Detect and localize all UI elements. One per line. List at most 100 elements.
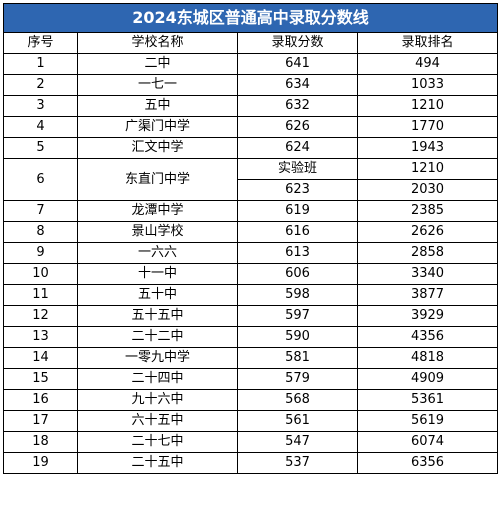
cell-rank: 2385: [356, 200, 499, 222]
table-row: 1 二中 641 494: [3, 53, 499, 75]
admission-score-table: 2024东城区普通高中录取分数线 序号 学校名称 录取分数 录取排名 1 二中 …: [2, 3, 499, 474]
cell-score: 634: [237, 74, 358, 96]
cell-school: 龙潭中学: [77, 200, 238, 222]
table-row: 4 广渠门中学 626 1770: [3, 116, 499, 138]
cell-rank: 2030: [356, 179, 499, 201]
cell-no: 19: [3, 452, 78, 474]
cell-no: 17: [3, 410, 78, 432]
cell-school: 汇文中学: [77, 137, 238, 159]
cell-score: 598: [237, 284, 358, 306]
cell-no: 18: [3, 431, 78, 453]
cell-rank: 4909: [356, 368, 499, 390]
cell-school: 六十五中: [77, 410, 238, 432]
cell-rank: 4818: [356, 347, 499, 369]
cell-score: 623: [237, 179, 358, 201]
header-score: 录取分数: [237, 32, 358, 54]
cell-rank: 4356: [356, 326, 499, 348]
cell-no: 6: [3, 158, 78, 201]
cell-rank: 5361: [356, 389, 499, 411]
table-row: 5 汇文中学 624 1943: [3, 137, 499, 159]
table-row: 3 五中 632 1210: [3, 95, 499, 117]
cell-no: 11: [3, 284, 78, 306]
cell-rank: 1210: [356, 95, 499, 117]
cell-score: 547: [237, 431, 358, 453]
table-row: 19 二十五中 537 6356: [3, 452, 499, 474]
cell-no: 12: [3, 305, 78, 327]
cell-rank: 5619: [356, 410, 499, 432]
cell-school: 九十六中: [77, 389, 238, 411]
cell-no: 13: [3, 326, 78, 348]
cell-score: 568: [237, 389, 358, 411]
cell-no: 15: [3, 368, 78, 390]
cell-school: 二十四中: [77, 368, 238, 390]
cell-rank: 494: [356, 53, 499, 75]
cell-school: 一七一: [77, 74, 238, 96]
table-row: 15 二十四中 579 4909: [3, 368, 499, 390]
cell-school: 东直门中学: [77, 158, 238, 201]
cell-rank: 6356: [356, 452, 499, 474]
table-body: 1 二中 641 494 2 一七一 634 1033 3 五中 632 121…: [3, 53, 499, 474]
cell-score: 581: [237, 347, 358, 369]
table-title: 2024东城区普通高中录取分数线: [2, 3, 499, 33]
table-row: 16 九十六中 568 5361: [3, 389, 499, 411]
cell-no: 8: [3, 221, 78, 243]
cell-school: 二十七中: [77, 431, 238, 453]
cell-no: 1: [3, 53, 78, 75]
table-row: 9 一六六 613 2858: [3, 242, 499, 264]
cell-rank: 6074: [356, 431, 499, 453]
cell-school: 十一中: [77, 263, 238, 285]
cell-school: 二十五中: [77, 452, 238, 474]
cell-school: 五十五中: [77, 305, 238, 327]
cell-score: 619: [237, 200, 358, 222]
cell-score: 624: [237, 137, 358, 159]
cell-score: 616: [237, 221, 358, 243]
cell-rank: 1943: [356, 137, 499, 159]
header-row: 序号 学校名称 录取分数 录取排名: [3, 32, 499, 54]
cell-school: 五十中: [77, 284, 238, 306]
cell-no: 9: [3, 242, 78, 264]
cell-no: 16: [3, 389, 78, 411]
cell-school: 二十二中: [77, 326, 238, 348]
cell-no: 7: [3, 200, 78, 222]
cell-rank: 3929: [356, 305, 499, 327]
cell-school: 二中: [77, 53, 238, 75]
header-school: 学校名称: [77, 32, 238, 54]
table-row: 10 十一中 606 3340: [3, 263, 499, 285]
cell-score: 632: [237, 95, 358, 117]
cell-school: 一六六: [77, 242, 238, 264]
cell-school: 景山学校: [77, 221, 238, 243]
cell-rank: 3340: [356, 263, 499, 285]
cell-no: 14: [3, 347, 78, 369]
cell-rank: 1770: [356, 116, 499, 138]
cell-score: 537: [237, 452, 358, 474]
cell-score: 613: [237, 242, 358, 264]
cell-score: 606: [237, 263, 358, 285]
header-no: 序号: [3, 32, 78, 54]
table-row: 14 一零九中学 581 4818: [3, 347, 499, 369]
cell-school: 广渠门中学: [77, 116, 238, 138]
cell-school: 五中: [77, 95, 238, 117]
cell-score: 590: [237, 326, 358, 348]
cell-no: 2: [3, 74, 78, 96]
cell-score: 641: [237, 53, 358, 75]
cell-rank: 3877: [356, 284, 499, 306]
table-row: 8 景山学校 616 2626: [3, 221, 499, 243]
table-row: 7 龙潭中学 619 2385: [3, 200, 499, 222]
cell-score: 561: [237, 410, 358, 432]
table-row: 12 五十五中 597 3929: [3, 305, 499, 327]
cell-rank: 1033: [356, 74, 499, 96]
cell-no: 5: [3, 137, 78, 159]
table-row: 17 六十五中 561 5619: [3, 410, 499, 432]
table-row: 13 二十二中 590 4356: [3, 326, 499, 348]
cell-score: 579: [237, 368, 358, 390]
cell-no: 10: [3, 263, 78, 285]
table-row: 11 五十中 598 3877: [3, 284, 499, 306]
cell-rank: 2626: [356, 221, 499, 243]
cell-score: 626: [237, 116, 358, 138]
cell-score: 597: [237, 305, 358, 327]
table-row: 2 一七一 634 1033: [3, 74, 499, 96]
header-rank: 录取排名: [356, 32, 499, 54]
cell-rank: 2858: [356, 242, 499, 264]
cell-school: 一零九中学: [77, 347, 238, 369]
cell-no: 4: [3, 116, 78, 138]
